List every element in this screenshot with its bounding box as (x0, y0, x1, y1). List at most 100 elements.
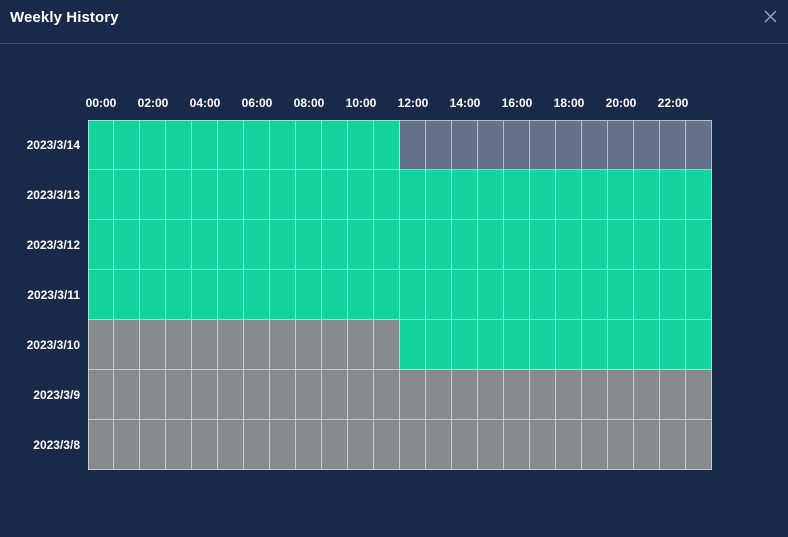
date-label: 2023/3/9 (33, 388, 80, 402)
hour-cell (244, 120, 270, 170)
hour-cell (504, 320, 530, 370)
hour-cell (400, 170, 426, 220)
hour-cell (348, 320, 374, 370)
hour-cell (530, 370, 556, 420)
hour-cell (114, 120, 140, 170)
hour-cell (426, 420, 452, 470)
hour-cell (296, 370, 322, 420)
hour-cell (686, 420, 712, 470)
hour-cell (478, 420, 504, 470)
hour-cell (114, 170, 140, 220)
hour-cell (400, 320, 426, 370)
hour-cell (88, 170, 114, 220)
hour-label: 18:00 (553, 96, 585, 110)
hour-cell (400, 270, 426, 320)
hour-cell (166, 220, 192, 270)
hour-cell (140, 370, 166, 420)
hour-cell (478, 120, 504, 170)
hour-cell (660, 420, 686, 470)
hour-cell (504, 120, 530, 170)
hour-cell (348, 420, 374, 470)
hour-label: 20:00 (605, 96, 637, 110)
hour-cell (140, 320, 166, 370)
hour-cell (270, 120, 296, 170)
hour-cell (218, 220, 244, 270)
hour-cell (348, 270, 374, 320)
hour-cell (140, 220, 166, 270)
hour-cell (426, 370, 452, 420)
hour-cell (374, 320, 400, 370)
hour-cell (348, 370, 374, 420)
hour-cell (582, 370, 608, 420)
hour-cell (660, 220, 686, 270)
hour-cell (400, 220, 426, 270)
hour-cell (296, 320, 322, 370)
hour-cell (218, 320, 244, 370)
hour-cell (374, 220, 400, 270)
hour-cell (582, 320, 608, 370)
hour-cell (426, 220, 452, 270)
hour-cell (140, 270, 166, 320)
hour-cell (114, 270, 140, 320)
hour-cell (452, 370, 478, 420)
dialog-title: Weekly History (10, 9, 119, 26)
hour-cell (634, 270, 660, 320)
hour-cell (634, 220, 660, 270)
hour-cell (452, 420, 478, 470)
hour-cell (192, 170, 218, 220)
hour-cell (608, 420, 634, 470)
hour-cell (504, 220, 530, 270)
hour-label: 06:00 (241, 96, 273, 110)
hour-cell (192, 120, 218, 170)
hour-cell (504, 370, 530, 420)
hour-cell (452, 170, 478, 220)
hour-cell (556, 270, 582, 320)
hour-cell (114, 320, 140, 370)
date-label: 2023/3/13 (26, 188, 80, 202)
hour-cell (608, 170, 634, 220)
hour-cell (244, 220, 270, 270)
hour-cell (192, 420, 218, 470)
hour-cell (218, 420, 244, 470)
close-icon[interactable] (760, 6, 780, 26)
hour-cell (608, 270, 634, 320)
hour-cell (504, 170, 530, 220)
hour-cell (530, 320, 556, 370)
hour-cell (296, 420, 322, 470)
hour-cell (296, 120, 322, 170)
hour-cell (374, 370, 400, 420)
hour-cell (686, 220, 712, 270)
hour-cell (634, 370, 660, 420)
hour-cell (426, 120, 452, 170)
hour-cell (530, 170, 556, 220)
hour-cell (452, 270, 478, 320)
hour-cell (322, 270, 348, 320)
hour-cell (192, 270, 218, 320)
hour-cell (218, 170, 244, 220)
hour-axis: 00:00 02:00 04:00 06:00 08:00 10:00 12:00 14:00… (86, 96, 712, 114)
hour-cell (296, 270, 322, 320)
hour-cell (296, 220, 322, 270)
hour-cell (478, 170, 504, 220)
hour-cell (556, 120, 582, 170)
hour-cell (166, 320, 192, 370)
hour-cell (478, 370, 504, 420)
hour-cell (348, 170, 374, 220)
hour-cell (348, 120, 374, 170)
hour-cell (478, 220, 504, 270)
hour-cell (88, 420, 114, 470)
hour-cell (582, 420, 608, 470)
hour-cell (322, 320, 348, 370)
hour-cell (686, 270, 712, 320)
hour-cell (374, 170, 400, 220)
hour-cell (322, 170, 348, 220)
hour-cell (114, 220, 140, 270)
hour-cell (166, 270, 192, 320)
hour-cell (452, 320, 478, 370)
hour-cell (660, 170, 686, 220)
hour-cell (556, 370, 582, 420)
hour-cell (634, 320, 660, 370)
date-label: 2023/3/8 (33, 438, 80, 452)
hour-cell (634, 420, 660, 470)
hour-cell (686, 170, 712, 220)
